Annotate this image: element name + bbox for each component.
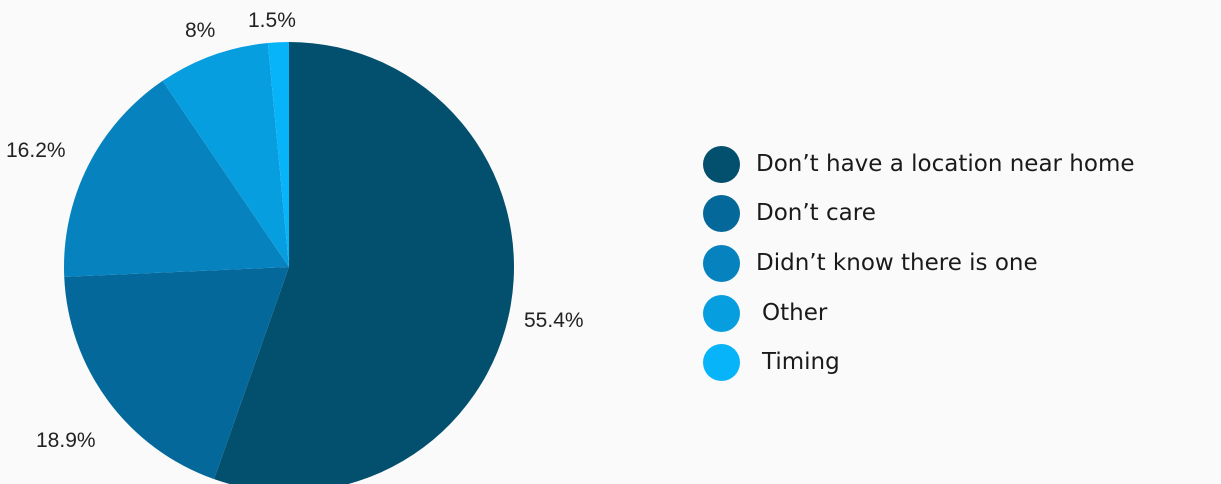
legend-label: Didn’t know there is one xyxy=(756,250,1038,276)
legend-label: Timing xyxy=(762,349,840,375)
legend-item: Timing xyxy=(703,343,840,381)
pie-slices xyxy=(64,42,514,484)
pie-slice xyxy=(64,267,289,480)
legend-label: Other xyxy=(762,300,828,326)
pie-slice xyxy=(214,42,514,484)
legend-item: Don’t care xyxy=(703,194,876,232)
pie-value-label: 18.9% xyxy=(36,429,96,452)
pie-slice xyxy=(267,42,289,267)
pie-value-labels: 55.4% 18.9% 16.2% 8% 1.5% xyxy=(6,9,584,452)
pie-chart: 55.4% 18.9% 16.2% 8% 1.5% xyxy=(6,9,584,484)
pie-value-label: 55.4% xyxy=(524,309,584,332)
legend-label: Don’t have a location near home xyxy=(756,151,1135,177)
legend-swatch xyxy=(703,244,740,282)
pie-value-label: 1.5% xyxy=(248,9,296,32)
legend-item: Other xyxy=(703,294,827,332)
legend-item: Don’t have a location near home xyxy=(703,145,1135,183)
pie-value-label: 8% xyxy=(185,19,215,42)
legend-swatch xyxy=(703,194,740,232)
legend-label: Don’t care xyxy=(756,200,876,226)
legend-item: Didn’t know there is one xyxy=(703,244,1038,282)
legend-swatch xyxy=(703,145,740,183)
pie-slice xyxy=(64,80,289,277)
pie-slice xyxy=(162,42,289,267)
pie-value-label: 16.2% xyxy=(6,139,66,162)
legend-swatch xyxy=(703,343,740,381)
legend-swatch xyxy=(703,294,740,332)
